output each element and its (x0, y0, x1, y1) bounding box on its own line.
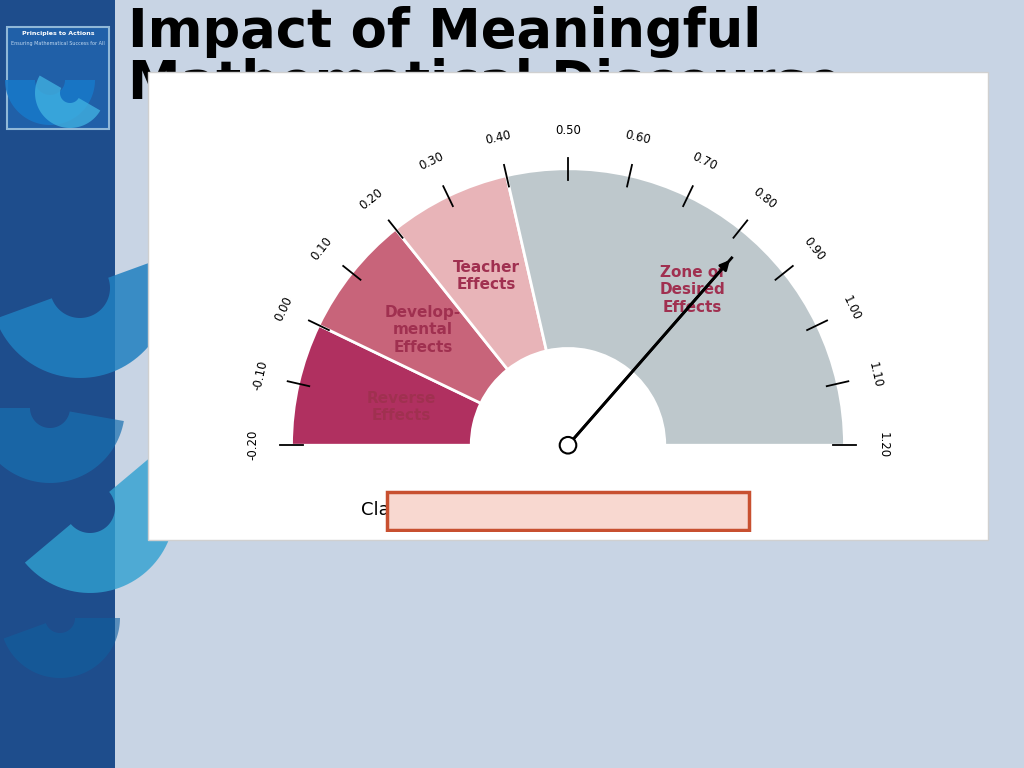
Text: d: d (568, 502, 580, 519)
PathPatch shape (5, 80, 95, 125)
Text: 0.50: 0.50 (555, 124, 581, 137)
Text: 1.20: 1.20 (877, 432, 890, 458)
Text: 0.10: 0.10 (308, 234, 335, 263)
Text: 0.90: 0.90 (801, 234, 827, 263)
PathPatch shape (0, 408, 124, 483)
Circle shape (560, 437, 577, 454)
Text: Principles to Actions: Principles to Actions (22, 31, 94, 35)
Text: Teacher
Effects: Teacher Effects (453, 260, 520, 292)
Circle shape (471, 349, 665, 542)
Text: = 0.82: = 0.82 (581, 502, 647, 519)
Text: 1.00: 1.00 (841, 294, 863, 323)
Text: Impact of Meaningful: Impact of Meaningful (128, 6, 761, 58)
Text: 0.70: 0.70 (690, 150, 719, 173)
PathPatch shape (4, 618, 120, 678)
FancyBboxPatch shape (7, 27, 109, 129)
Text: 0.20: 0.20 (357, 186, 386, 212)
Text: Develop-
mental
Effects: Develop- mental Effects (385, 305, 461, 355)
Text: -0.10: -0.10 (251, 359, 270, 392)
Text: Classroom Discussion: Classroom Discussion (360, 502, 568, 519)
Bar (0, 0, 115, 768)
Text: 0.40: 0.40 (483, 129, 512, 147)
PathPatch shape (0, 257, 170, 378)
Wedge shape (395, 176, 547, 369)
Wedge shape (318, 229, 508, 403)
Text: 1.10: 1.10 (866, 361, 885, 389)
FancyBboxPatch shape (148, 72, 988, 540)
Wedge shape (292, 326, 481, 445)
PathPatch shape (35, 75, 100, 128)
Text: 0.60: 0.60 (624, 129, 652, 147)
Text: Mathematical Discourse: Mathematical Discourse (128, 58, 843, 110)
Text: 0.30: 0.30 (417, 150, 445, 173)
Text: -0.20: -0.20 (247, 430, 259, 461)
PathPatch shape (25, 453, 175, 593)
Wedge shape (507, 169, 845, 445)
Text: Ensuring Mathematical Success for All: Ensuring Mathematical Success for All (11, 41, 104, 45)
Text: 0.00: 0.00 (272, 294, 296, 323)
Text: Reverse
Effects: Reverse Effects (367, 391, 435, 423)
FancyBboxPatch shape (387, 492, 750, 530)
Text: 0.80: 0.80 (751, 186, 778, 212)
Text: Zone of
Desired
Effects: Zone of Desired Effects (659, 265, 725, 315)
